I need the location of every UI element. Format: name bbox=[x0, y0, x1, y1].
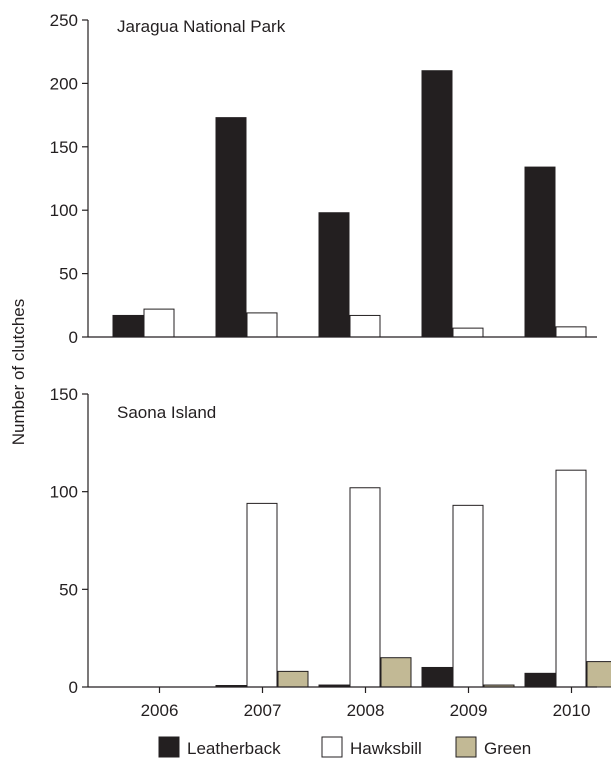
y-tick-label-jaragua-100: 100 bbox=[50, 201, 78, 220]
legend-swatch-hawksbill bbox=[321, 736, 343, 758]
x-tick-label-2010: 2010 bbox=[553, 701, 591, 720]
y-tick-label-jaragua-250: 250 bbox=[50, 11, 78, 30]
y-axis-ticks-jaragua: 0 50 100 150 200 250 bbox=[50, 11, 88, 347]
y-axis-ticks-saona: 0 50 100 150 bbox=[50, 385, 88, 697]
y-tick-label-saona-150: 150 bbox=[50, 385, 78, 404]
bar-jaragua-leatherback-2010 bbox=[524, 166, 556, 338]
x-tick-label-2008: 2008 bbox=[347, 701, 385, 720]
axes-jaragua bbox=[87, 20, 597, 338]
panel-title-saona: Saona Island bbox=[117, 403, 216, 422]
x-axis-ticks: 2006 2007 2008 2009 2010 bbox=[141, 687, 591, 720]
bar-saona-green-2008 bbox=[380, 657, 412, 688]
y-tick-label-saona-0: 0 bbox=[69, 678, 78, 697]
x-tick-label-2006: 2006 bbox=[141, 701, 179, 720]
bar-saona-leatherback-2010 bbox=[524, 672, 556, 688]
axes-saona bbox=[87, 394, 597, 688]
y-tick-label-jaragua-0: 0 bbox=[69, 328, 78, 347]
bar-saona-hawksbill-2010 bbox=[555, 469, 587, 688]
legend-label-hawksbill: Hawksbill bbox=[350, 739, 422, 758]
x-tick-label-2009: 2009 bbox=[450, 701, 488, 720]
legend-label-leatherback: Leatherback bbox=[187, 739, 281, 758]
bar-jaragua-leatherback-2009 bbox=[421, 70, 453, 338]
panel-jaragua: Jaragua National Park 0 50 100 150 200 250 bbox=[50, 11, 597, 347]
y-tick-label-saona-50: 50 bbox=[59, 580, 78, 599]
bar-jaragua-hawksbill-2009 bbox=[452, 327, 484, 338]
bar-saona-hawksbill-2007 bbox=[246, 502, 278, 688]
bars-jaragua bbox=[112, 70, 587, 338]
bar-saona-green-2007 bbox=[277, 670, 309, 688]
bar-saona-green-2010 bbox=[586, 661, 611, 688]
legend: Leatherback Hawksbill Green bbox=[158, 736, 531, 758]
bar-jaragua-hawksbill-2006 bbox=[143, 308, 175, 338]
bar-jaragua-hawksbill-2010 bbox=[555, 326, 587, 338]
y-tick-label-jaragua-150: 150 bbox=[50, 138, 78, 157]
bar-jaragua-hawksbill-2007 bbox=[246, 312, 278, 338]
x-tick-label-2007: 2007 bbox=[244, 701, 282, 720]
bar-jaragua-leatherback-2007 bbox=[215, 117, 247, 338]
bar-jaragua-hawksbill-2008 bbox=[349, 314, 381, 338]
bar-saona-leatherback-2009 bbox=[421, 666, 453, 688]
bar-saona-hawksbill-2009 bbox=[452, 504, 484, 688]
bar-jaragua-leatherback-2008 bbox=[318, 212, 350, 338]
panel-title-jaragua: Jaragua National Park bbox=[117, 17, 286, 36]
bars-saona bbox=[215, 469, 611, 688]
legend-swatch-green bbox=[455, 736, 477, 758]
bar-jaragua-leatherback-2006 bbox=[112, 314, 144, 338]
y-axis-label: Number of clutches bbox=[9, 299, 28, 445]
y-tick-label-jaragua-200: 200 bbox=[50, 74, 78, 93]
bar-saona-hawksbill-2008 bbox=[349, 487, 381, 688]
legend-swatch-leatherback bbox=[158, 736, 180, 758]
y-tick-label-saona-100: 100 bbox=[50, 483, 78, 502]
legend-label-green: Green bbox=[484, 739, 531, 758]
y-tick-label-jaragua-50: 50 bbox=[59, 265, 78, 284]
